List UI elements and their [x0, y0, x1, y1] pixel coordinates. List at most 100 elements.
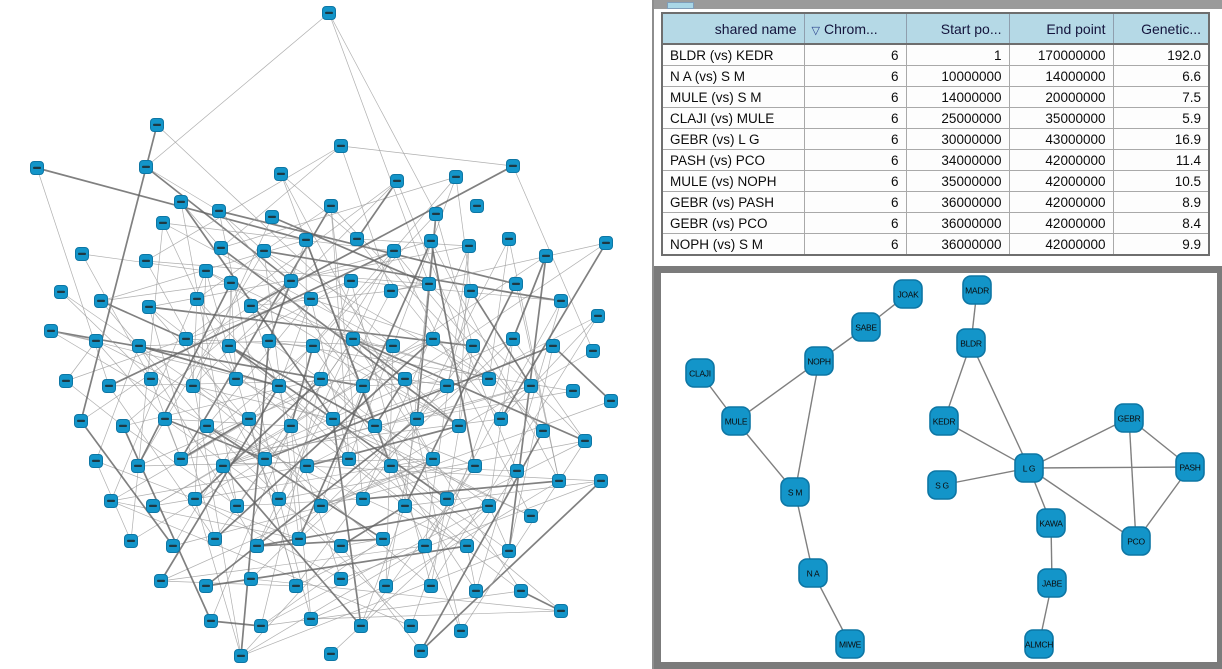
network-node[interactable] [566, 384, 580, 398]
network-node[interactable] [414, 644, 428, 658]
network-node[interactable] [440, 379, 454, 393]
network-node[interactable] [460, 539, 474, 553]
network-edge[interactable] [110, 465, 308, 502]
network-node[interactable] [426, 332, 440, 346]
network-node[interactable] [74, 414, 88, 428]
network-node[interactable] [199, 264, 213, 278]
network-node[interactable] [418, 539, 432, 553]
network-node[interactable] [59, 374, 73, 388]
network-node[interactable] [599, 236, 613, 250]
network-node[interactable] [94, 294, 108, 308]
table-row[interactable]: GEBR (vs) L G 6 30000000 43000000 16.9 [661, 128, 1210, 150]
network-edge[interactable] [218, 210, 364, 387]
network-edge[interactable] [385, 480, 560, 587]
network-edge[interactable] [110, 378, 322, 502]
network-edge[interactable] [240, 545, 426, 657]
network-node[interactable] [214, 241, 228, 255]
network-node[interactable] [222, 339, 236, 353]
filter-funnel-icon[interactable]: ▽ [811, 24, 820, 37]
network-edge[interactable] [65, 340, 97, 382]
network-node[interactable] [334, 539, 348, 553]
table-row[interactable]: PASH (vs) PCO 6 34000000 42000000 11.4 [661, 149, 1210, 171]
network-edge[interactable] [350, 280, 562, 302]
network-edge[interactable] [137, 282, 232, 467]
network-edge[interactable] [108, 385, 216, 540]
network-node[interactable]: KAWA [1036, 508, 1066, 538]
column-header[interactable]: Genetic... [1112, 12, 1210, 45]
network-edge[interactable] [263, 250, 490, 380]
network-edge[interactable] [360, 505, 406, 627]
network-node[interactable] [124, 534, 138, 548]
network-edge[interactable] [164, 418, 292, 427]
network-node[interactable] [131, 459, 145, 473]
network-edge[interactable] [350, 280, 432, 587]
column-header[interactable]: End point [1008, 12, 1114, 45]
table-row[interactable]: GEBR (vs) PCO 6 36000000 42000000 8.4 [661, 212, 1210, 234]
network-node[interactable] [452, 419, 466, 433]
network-edge[interactable] [278, 385, 468, 547]
subnetwork-edge[interactable] [970, 342, 1030, 469]
network-node[interactable] [132, 339, 146, 353]
network-node[interactable] [510, 464, 524, 478]
network-edge[interactable] [145, 166, 220, 212]
network-node[interactable] [30, 161, 44, 175]
network-edge[interactable] [290, 425, 312, 620]
network-node[interactable] [324, 647, 338, 661]
network-node[interactable] [464, 284, 478, 298]
network-node[interactable]: GEBR [1114, 403, 1144, 433]
network-edge[interactable] [192, 385, 432, 587]
network-node[interactable]: S G [927, 470, 957, 500]
network-node[interactable] [156, 216, 170, 230]
network-edge[interactable] [328, 12, 430, 285]
network-edge[interactable] [185, 180, 398, 340]
network-edge[interactable] [320, 458, 434, 507]
network-node[interactable] [470, 199, 484, 213]
subnetwork-edge[interactable] [1028, 417, 1130, 469]
network-node[interactable] [386, 339, 400, 353]
network-node[interactable] [254, 619, 268, 633]
network-node[interactable]: ALMCH [1024, 629, 1054, 659]
network-node[interactable] [244, 299, 258, 313]
network-edge[interactable] [310, 298, 350, 460]
network-node[interactable] [322, 6, 336, 20]
network-node[interactable] [506, 332, 520, 346]
network-node[interactable] [272, 492, 286, 506]
network-node[interactable]: L G [1014, 453, 1044, 483]
network-node[interactable] [146, 499, 160, 513]
network-node[interactable]: JOAK [893, 279, 923, 309]
network-edge[interactable] [160, 385, 280, 582]
network-edge[interactable] [280, 173, 358, 240]
table-row[interactable]: MULE (vs) S M 6 14000000 20000000 7.5 [661, 86, 1210, 108]
network-edge[interactable] [430, 240, 476, 467]
network-node[interactable] [54, 285, 68, 299]
network-edge[interactable] [50, 330, 266, 460]
network-node[interactable] [334, 572, 348, 586]
network-edge[interactable] [100, 282, 232, 302]
network-edge[interactable] [416, 238, 510, 420]
network-edge[interactable] [164, 418, 342, 547]
network-node[interactable] [356, 492, 370, 506]
network-node[interactable] [304, 292, 318, 306]
network-node[interactable] [554, 294, 568, 308]
network-edge[interactable] [280, 173, 434, 460]
network-node[interactable]: JABE [1037, 568, 1067, 598]
network-edge[interactable] [228, 282, 232, 347]
network-node[interactable] [142, 300, 156, 314]
network-node[interactable] [462, 239, 476, 253]
network-node[interactable] [482, 499, 496, 513]
network-node[interactable] [368, 419, 382, 433]
network-node[interactable] [139, 160, 153, 174]
network-node[interactable] [454, 624, 468, 638]
network-edge[interactable] [332, 418, 532, 517]
network-node[interactable] [594, 474, 608, 488]
network-node[interactable] [272, 379, 286, 393]
network-edge[interactable] [356, 238, 502, 420]
network-edge[interactable] [145, 12, 330, 168]
network-edge[interactable] [81, 253, 152, 380]
network-edge[interactable] [310, 610, 562, 620]
network-edge[interactable] [138, 345, 280, 387]
network-edge[interactable] [374, 378, 406, 427]
network-edge[interactable] [194, 270, 207, 500]
network-node[interactable] [179, 332, 193, 346]
network-edge[interactable] [466, 545, 477, 592]
